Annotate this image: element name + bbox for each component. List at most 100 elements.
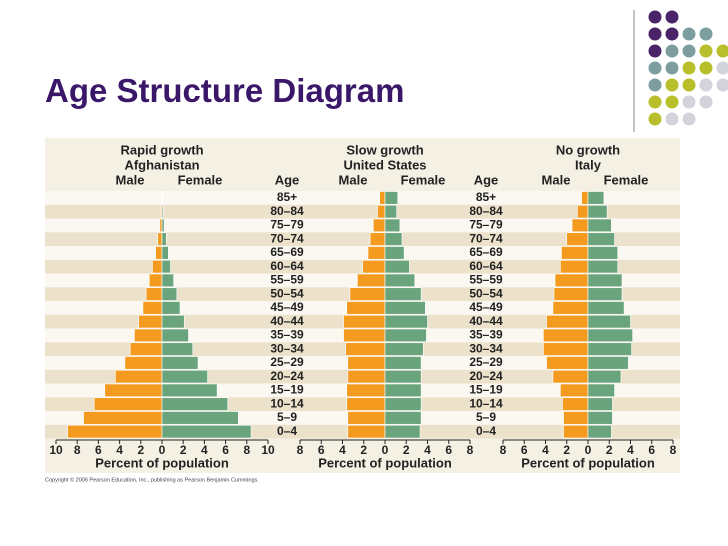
x-tick-label: 4 bbox=[339, 443, 346, 457]
y-tick-label: 5–9 bbox=[277, 410, 297, 424]
x-tick-label: 0 bbox=[159, 443, 166, 457]
bar-male bbox=[345, 342, 386, 356]
y-tick-label: 45–49 bbox=[270, 300, 304, 314]
y-tick-label: 80–84 bbox=[270, 204, 304, 218]
bar-male bbox=[379, 191, 386, 205]
x-tick-label: 6 bbox=[445, 443, 452, 457]
dot bbox=[648, 10, 662, 24]
dot bbox=[665, 27, 679, 41]
bar-female bbox=[587, 342, 632, 356]
bar-female bbox=[587, 246, 619, 260]
footnote: Copyright © 2006 Pearson Education, Inc.… bbox=[45, 476, 259, 483]
chart-subtitle: United States bbox=[343, 157, 426, 172]
y-tick-label: 35–39 bbox=[469, 328, 503, 342]
x-axis-label: Percent of population bbox=[521, 455, 655, 470]
y-tick-label: 20–24 bbox=[469, 369, 503, 383]
legend-female: Female bbox=[401, 172, 446, 187]
x-axis-label: Percent of population bbox=[318, 455, 452, 470]
bar-male bbox=[115, 369, 163, 384]
y-tick-label: 80–84 bbox=[469, 204, 503, 218]
legend-male: Male bbox=[339, 172, 368, 187]
chart-title: Slow growth bbox=[346, 142, 423, 157]
bar-male bbox=[83, 411, 163, 425]
bar-male bbox=[138, 314, 163, 329]
bar-female bbox=[161, 342, 194, 356]
x-tick-label: 6 bbox=[648, 443, 655, 457]
y-tick-label: 70–74 bbox=[270, 231, 304, 245]
bar-female bbox=[161, 356, 199, 370]
x-tick-label: 2 bbox=[360, 443, 367, 457]
x-tick-label: 8 bbox=[670, 443, 677, 457]
bar-male bbox=[553, 287, 589, 301]
bar-male bbox=[377, 204, 386, 219]
dot bbox=[716, 78, 728, 92]
x-tick-label: 8 bbox=[243, 443, 250, 457]
bar-female bbox=[161, 369, 208, 384]
bar-male bbox=[148, 273, 163, 288]
bar-male bbox=[124, 356, 163, 370]
bar-male bbox=[552, 301, 589, 315]
bar-male bbox=[343, 314, 386, 329]
bar-male bbox=[142, 301, 163, 315]
bar-male bbox=[367, 246, 386, 260]
dot bbox=[665, 10, 679, 24]
bar-female bbox=[384, 259, 410, 274]
y-tick-label: 75–79 bbox=[270, 218, 304, 232]
bar-female bbox=[384, 273, 416, 288]
y-tick-label: 65–69 bbox=[469, 245, 503, 259]
bar-male bbox=[152, 259, 163, 274]
x-tick-label: 4 bbox=[424, 443, 431, 457]
bar-female bbox=[587, 259, 619, 274]
bar-male bbox=[566, 232, 589, 246]
y-tick-label: 65–69 bbox=[270, 245, 304, 259]
dot bbox=[682, 61, 696, 75]
bar-female bbox=[384, 232, 403, 246]
bar-male bbox=[343, 328, 386, 343]
row-stripe bbox=[45, 232, 680, 246]
bar-female bbox=[161, 424, 252, 439]
x-tick-label: 0 bbox=[585, 443, 592, 457]
bar-male bbox=[357, 273, 386, 288]
bar-male bbox=[373, 218, 386, 233]
bar-female bbox=[384, 411, 422, 425]
y-tick-label: 5–9 bbox=[476, 410, 496, 424]
y-tick-label: 40–44 bbox=[270, 314, 304, 328]
bar-male bbox=[561, 246, 589, 260]
bar-female bbox=[161, 246, 169, 260]
y-tick-label: 0–4 bbox=[277, 424, 297, 438]
dot bbox=[665, 61, 679, 75]
dot bbox=[699, 78, 713, 92]
bar-female bbox=[384, 424, 421, 439]
x-axis-label: Percent of population bbox=[95, 455, 229, 470]
bar-female bbox=[161, 301, 181, 315]
dot bbox=[648, 44, 662, 58]
y-axis-label: Age bbox=[474, 172, 499, 187]
y-tick-label: 25–29 bbox=[270, 355, 304, 369]
bar-male bbox=[560, 259, 589, 274]
bar-female bbox=[587, 301, 625, 315]
legend-male: Male bbox=[116, 172, 145, 187]
x-tick-label: 6 bbox=[222, 443, 229, 457]
bar-male bbox=[134, 328, 163, 343]
legend-female: Female bbox=[178, 172, 223, 187]
x-tick-label: 2 bbox=[606, 443, 613, 457]
bar-female bbox=[161, 218, 165, 233]
row-stripe bbox=[45, 191, 680, 205]
dot bbox=[682, 112, 696, 126]
decoration bbox=[648, 10, 728, 126]
row-stripe bbox=[45, 204, 680, 219]
y-tick-label: 15–19 bbox=[270, 383, 304, 397]
row-stripes bbox=[45, 191, 680, 439]
x-tick-label: 8 bbox=[467, 443, 474, 457]
y-tick-label: 55–59 bbox=[270, 273, 304, 287]
bar-male bbox=[67, 424, 163, 439]
bar-female bbox=[587, 204, 608, 219]
bar-female bbox=[587, 369, 622, 384]
dot bbox=[682, 44, 696, 58]
row-stripe bbox=[45, 218, 680, 233]
y-tick-label: 40–44 bbox=[469, 314, 503, 328]
bar-male bbox=[543, 342, 589, 356]
bar-female bbox=[587, 287, 623, 301]
